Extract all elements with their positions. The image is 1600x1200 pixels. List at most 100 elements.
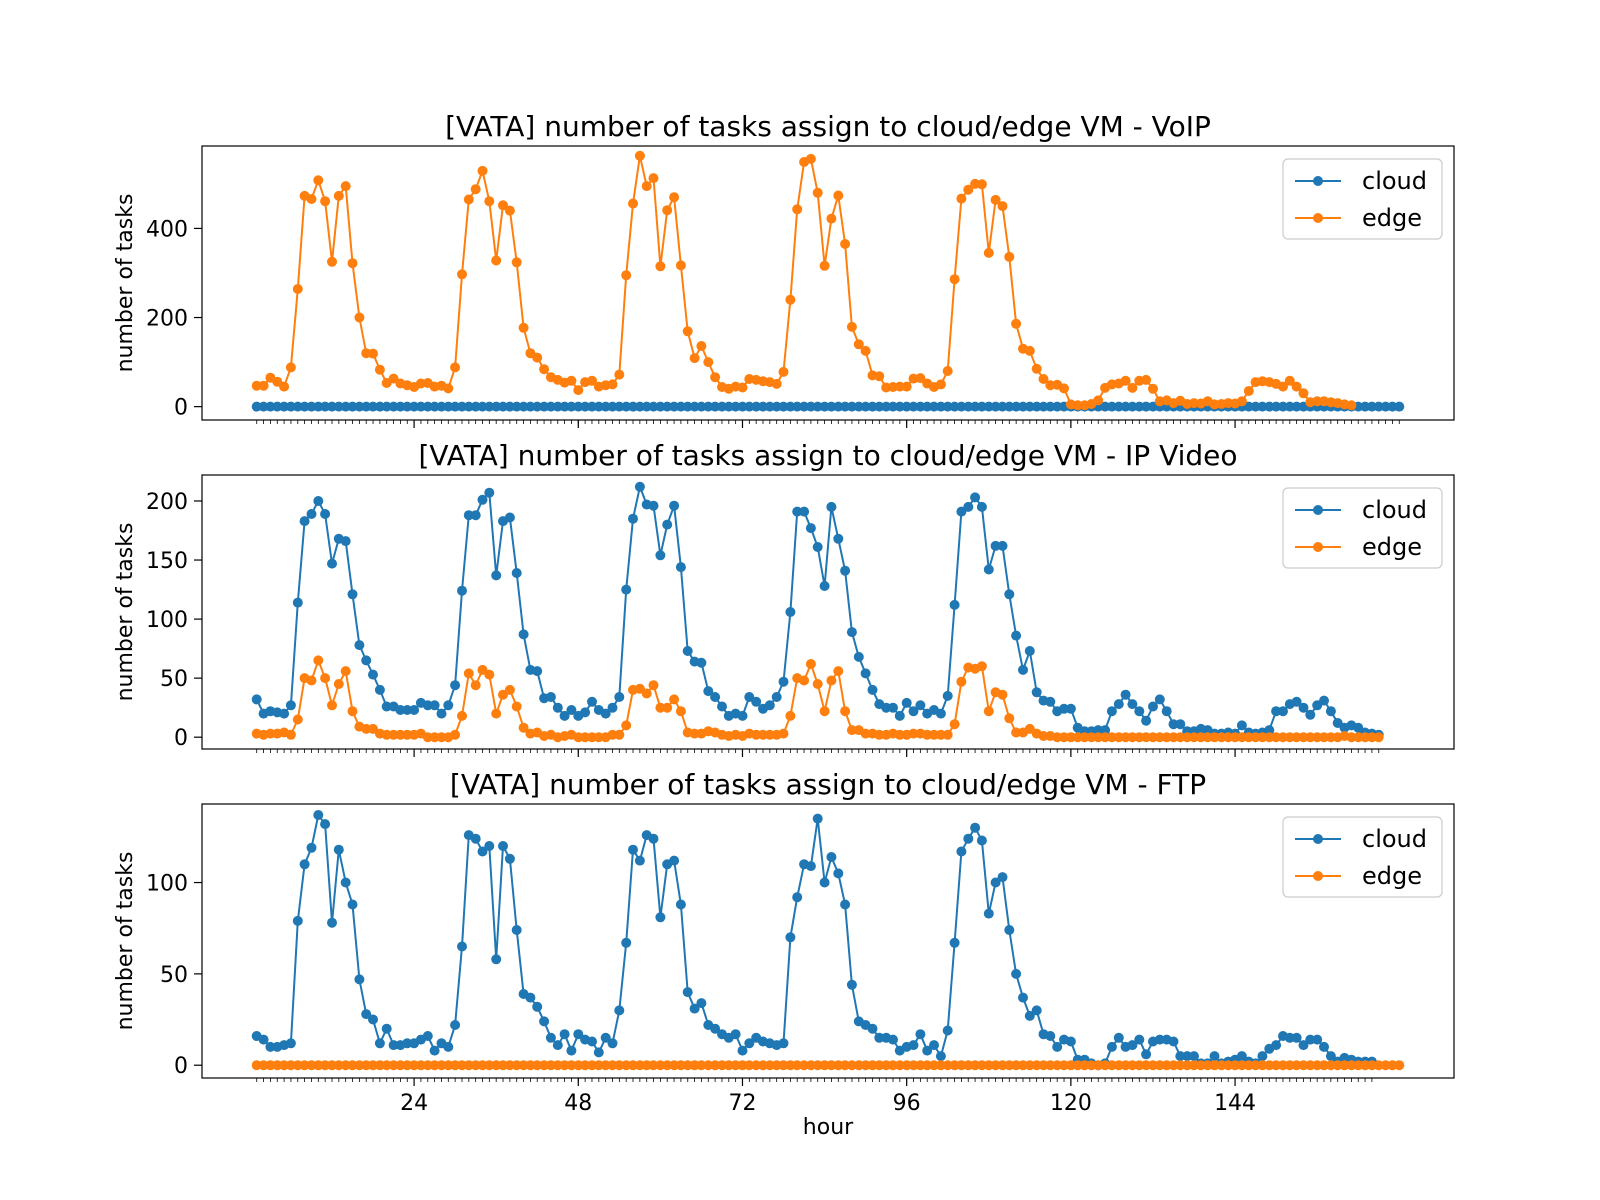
data-point-cloud — [333, 401, 344, 412]
data-point-edge — [1093, 732, 1104, 743]
data-point-cloud — [374, 1038, 385, 1049]
data-point-edge — [908, 728, 919, 739]
data-point-cloud — [1024, 646, 1035, 656]
data-point-cloud — [593, 1047, 604, 1058]
data-point-cloud — [285, 1038, 296, 1049]
data-point-edge — [1319, 732, 1329, 743]
data-point-edge — [675, 260, 686, 271]
data-point-edge — [285, 729, 296, 740]
data-point-cloud — [1291, 1032, 1302, 1043]
data-point-cloud — [1127, 1040, 1138, 1051]
data-point-cloud — [867, 684, 878, 695]
data-point-edge — [1059, 732, 1069, 743]
data-point-cloud — [997, 540, 1008, 551]
data-point-cloud — [1106, 706, 1117, 717]
data-point-edge — [785, 294, 796, 305]
data-point-edge — [1291, 732, 1302, 743]
data-point-edge — [299, 1060, 310, 1071]
data-point-cloud — [812, 813, 823, 824]
data-point-cloud — [1011, 968, 1022, 979]
data-point-cloud — [963, 501, 974, 512]
data-point-edge — [429, 732, 440, 743]
data-point-edge — [894, 1060, 905, 1071]
data-point-cloud — [710, 401, 721, 412]
data-point-edge — [402, 1060, 413, 1071]
data-point-edge — [320, 196, 331, 207]
data-point-cloud — [320, 819, 331, 830]
data-point-edge — [1271, 732, 1282, 743]
data-point-cloud — [587, 1036, 597, 1047]
data-point-cloud — [402, 1038, 413, 1049]
data-point-cloud — [662, 401, 673, 412]
legend-label-cloud: cloud — [1362, 496, 1427, 524]
data-point-edge — [860, 1060, 871, 1071]
data-point-cloud — [1045, 1031, 1056, 1041]
y-tick-label: 0 — [174, 726, 188, 751]
data-point-cloud — [450, 1020, 461, 1030]
data-point-cloud — [1298, 702, 1309, 713]
data-point-edge — [1106, 732, 1117, 743]
data-point-cloud — [545, 1032, 556, 1043]
data-point-cloud — [778, 401, 789, 412]
data-point-cloud — [1031, 1005, 1042, 1016]
data-point-cloud — [1298, 1040, 1309, 1051]
data-point-edge — [1353, 1060, 1364, 1071]
data-point-edge — [484, 669, 495, 680]
data-point-edge — [1175, 1060, 1186, 1071]
data-point-edge — [997, 201, 1008, 212]
data-point-cloud — [1120, 689, 1131, 700]
data-point-edge — [402, 729, 413, 740]
data-point-cloud — [648, 401, 659, 412]
data-point-cloud — [614, 401, 625, 412]
data-point-cloud — [1291, 696, 1302, 707]
data-point-edge — [908, 1060, 919, 1071]
data-point-cloud — [840, 899, 851, 910]
data-point-cloud — [347, 401, 358, 412]
data-point-cloud — [908, 401, 919, 412]
data-point-edge — [347, 706, 358, 717]
data-point-cloud — [710, 1023, 721, 1034]
data-point-edge — [1284, 375, 1295, 386]
data-point-cloud — [874, 1032, 885, 1043]
data-point-edge — [354, 312, 365, 323]
data-point-cloud — [785, 607, 796, 617]
data-point-cloud — [1271, 706, 1282, 717]
data-point-edge — [1072, 400, 1083, 411]
data-point-cloud — [470, 833, 481, 844]
data-point-cloud — [354, 640, 365, 651]
data-point-cloud — [477, 846, 488, 857]
data-point-cloud — [1018, 664, 1028, 675]
data-point-cloud — [915, 700, 926, 711]
data-point-cloud — [1154, 694, 1165, 705]
data-point-edge — [463, 668, 474, 679]
subplot-3: [VATA] number of tasks assign to cloud/e… — [113, 768, 1455, 1116]
data-point-cloud — [552, 702, 563, 713]
data-point-cloud — [498, 841, 508, 851]
data-point-edge — [1127, 382, 1138, 393]
data-point-cloud — [580, 707, 591, 718]
data-point-edge — [566, 375, 577, 386]
data-point-cloud — [1127, 699, 1138, 710]
data-point-edge — [1038, 374, 1049, 384]
data-point-cloud — [1024, 1010, 1035, 1021]
data-point-cloud — [607, 1038, 618, 1049]
data-point-edge — [1072, 1060, 1083, 1071]
data-point-edge — [511, 1060, 522, 1071]
data-point-cloud — [1154, 1034, 1165, 1045]
data-point-cloud — [436, 708, 447, 719]
data-point-cloud — [805, 523, 816, 534]
x-tick-label: 24 — [400, 1091, 428, 1116]
data-point-cloud — [826, 401, 837, 412]
legend-marker-cloud — [1313, 505, 1323, 515]
data-point-cloud — [983, 908, 994, 919]
series-line-cloud — [256, 812, 1372, 1067]
data-point-cloud — [285, 700, 296, 711]
data-point-cloud — [566, 705, 577, 715]
data-point-cloud — [997, 872, 1008, 883]
data-point-cloud — [970, 492, 981, 503]
y-tick-label: 200 — [146, 307, 188, 332]
data-point-cloud — [648, 500, 659, 511]
data-point-cloud — [771, 692, 782, 702]
data-point-cloud — [279, 708, 290, 719]
data-point-cloud — [1278, 706, 1288, 717]
